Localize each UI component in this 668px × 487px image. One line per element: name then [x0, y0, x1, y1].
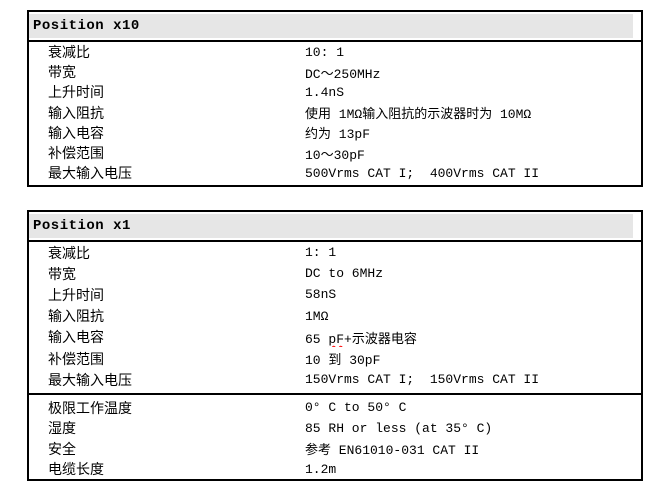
spec-value: 65 pF+示波器电容 — [305, 328, 641, 347]
value-text: +示波器电容 — [344, 331, 417, 347]
spec-row-max-input-voltage: 最大输入电压 500Vrms CAT I; 400Vrms CAT II — [29, 163, 641, 184]
spec-label: 输入电容 — [48, 126, 104, 143]
spec-label: 安全 — [48, 442, 76, 459]
spec-label: 湿度 — [48, 422, 76, 439]
spec-label: 衰减比 — [48, 246, 90, 263]
spec-value: 10: 1 — [305, 44, 345, 60]
spec-row-input-capacitance: 输入电容 约为 13pF — [29, 123, 641, 143]
spec-row-input-impedance: 输入阻抗 1MΩ — [29, 306, 641, 327]
spec-value: 参考 EN61010-031 CAT II — [305, 443, 480, 459]
spec-row-input-capacitance: 输入电容 65 pF+示波器电容 — [29, 327, 641, 348]
spec-row-compensation-range: 补偿范围 10～30pF — [29, 143, 641, 163]
spec-value: 1.4nS — [305, 84, 345, 100]
spec-label: 上升时间 — [48, 86, 104, 103]
spec-label: 带宽 — [48, 267, 76, 284]
spec-label: 衰减比 — [48, 46, 90, 63]
table-title-position-x1: Position x1 — [29, 214, 633, 238]
spec-value: 约为 13pF — [305, 127, 371, 143]
spec-row-attenuation: 衰减比 10: 1 — [29, 42, 641, 63]
spec-row-rise-time: 上升时间 1.4nS — [29, 82, 641, 103]
spec-value: 1: 1 — [305, 245, 337, 261]
spec-value: 0° C to 50° C — [305, 400, 407, 416]
spec-label: 输入阻抗 — [48, 106, 104, 123]
value-text: 65 — [305, 331, 329, 347]
spec-label: 电缆长度 — [48, 463, 104, 480]
spec-table-position-x1: Position x1 衰减比 1: 1 带宽 DC to 6MHz 上升时间 … — [27, 210, 643, 481]
spec-label: 带宽 — [48, 66, 76, 83]
spec-value: 150Vrms CAT I; 150Vrms CAT II — [305, 372, 540, 388]
spec-row-humidity: 湿度 85 RH or less (at 35° C) — [29, 418, 641, 439]
spec-row-bandwidth: 带宽 DC to 6MHz — [29, 263, 641, 284]
spec-value: 10 到 30pF — [305, 353, 381, 369]
spec-row-compensation-range: 补偿范围 10 到 30pF — [29, 348, 641, 369]
spec-value: 1.2m — [305, 461, 337, 477]
spec-value: DC to 6MHz — [305, 266, 384, 282]
spec-row-input-impedance: 输入阻抗 使用 1MΩ输入阻抗的示波器时为 10MΩ — [29, 103, 641, 123]
spec-value: 500Vrms CAT I; 400Vrms CAT II — [305, 165, 540, 181]
spec-label: 最大输入电压 — [48, 373, 132, 390]
spec-label: 上升时间 — [48, 288, 104, 305]
spec-row-bandwidth: 带宽 DC～250MHz — [29, 62, 641, 82]
spec-value: 85 RH or less (at 35° C) — [305, 420, 493, 436]
spec-value: 58nS — [305, 287, 337, 303]
spec-row-rise-time: 上升时间 58nS — [29, 284, 641, 305]
spec-rows-general: 极限工作温度 0° C to 50° C 湿度 85 RH or less (a… — [29, 395, 641, 479]
table-header-row: Position x1 — [29, 212, 641, 242]
spec-row-safety: 安全 参考 EN61010-031 CAT II — [29, 438, 641, 459]
spec-table-position-x10: Position x10 衰减比 10: 1 带宽 DC～250MHz 上升时间… — [27, 10, 643, 187]
spec-row-cable-length: 电缆长度 1.2m — [29, 459, 641, 480]
table-title-position-x10: Position x10 — [29, 14, 633, 38]
spec-label: 输入阻抗 — [48, 310, 104, 327]
spec-value: 1MΩ — [305, 308, 329, 324]
spec-rows-x1: 衰减比 1: 1 带宽 DC to 6MHz 上升时间 58nS 输入阻抗 1M… — [29, 242, 641, 390]
spellcheck-underlined-text: pF — [328, 331, 345, 347]
section-divider — [29, 393, 641, 396]
spec-row-operating-temperature: 极限工作温度 0° C to 50° C — [29, 397, 641, 418]
spec-label: 补偿范围 — [48, 352, 104, 369]
spec-label: 补偿范围 — [48, 147, 104, 164]
spec-label: 极限工作温度 — [48, 401, 132, 418]
spec-value: 10～30pF — [305, 147, 365, 163]
spec-value: DC～250MHz — [305, 66, 381, 82]
spec-row-attenuation: 衰减比 1: 1 — [29, 242, 641, 263]
table-header-row: Position x10 — [29, 12, 641, 42]
spec-label: 最大输入电压 — [48, 167, 132, 184]
spec-value: 使用 1MΩ输入阻抗的示波器时为 10MΩ — [305, 107, 532, 123]
spec-label: 输入电容 — [48, 331, 104, 348]
spec-row-max-input-voltage: 最大输入电压 150Vrms CAT I; 150Vrms CAT II — [29, 369, 641, 390]
spec-rows: 衰减比 10: 1 带宽 DC～250MHz 上升时间 1.4nS 输入阻抗 使… — [29, 42, 641, 184]
